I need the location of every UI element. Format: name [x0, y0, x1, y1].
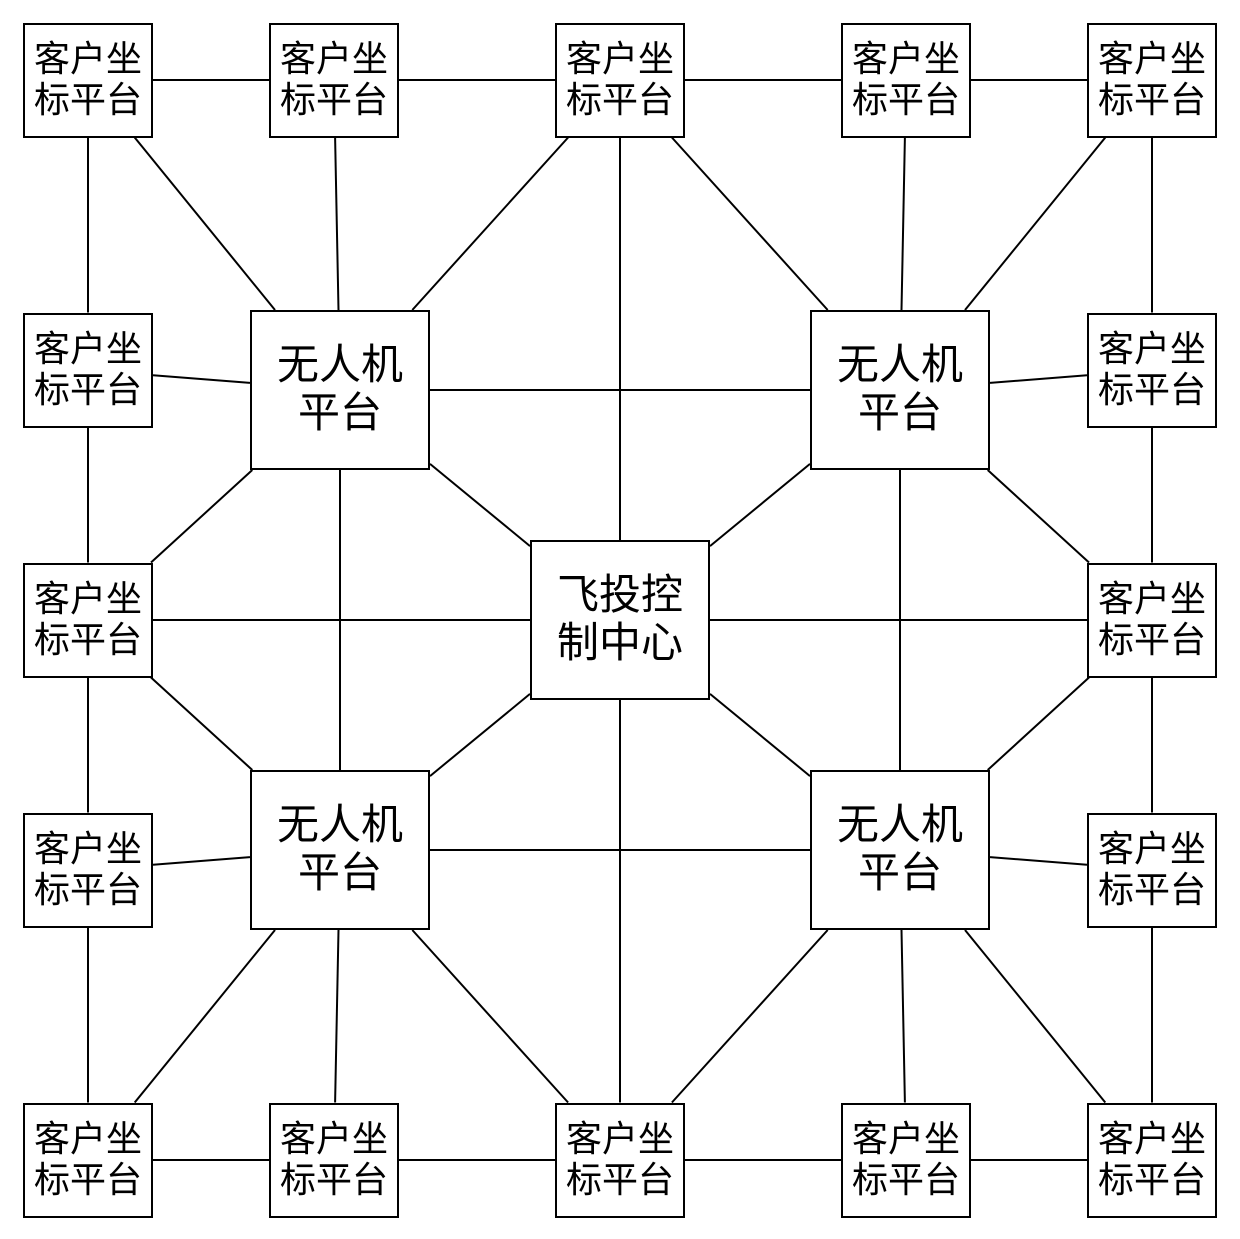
- edge: [902, 138, 905, 311]
- edge: [412, 930, 568, 1103]
- edge: [335, 138, 338, 311]
- drone-platform-node: 无人机 平台: [810, 770, 990, 930]
- node-label: 客户坐 标平台: [34, 829, 142, 912]
- node-label: 无人机 平台: [837, 802, 963, 899]
- edge: [335, 930, 338, 1103]
- edge: [965, 930, 1105, 1103]
- node-label: 客户坐 标平台: [852, 1119, 960, 1202]
- edge: [672, 138, 828, 311]
- node-label: 客户坐 标平台: [34, 579, 142, 662]
- edge: [153, 857, 250, 865]
- node-label: 客户坐 标平台: [34, 1119, 142, 1202]
- edge: [430, 464, 530, 546]
- node-label: 客户坐 标平台: [280, 1119, 388, 1202]
- drone-platform-node: 无人机 平台: [250, 310, 430, 470]
- client-coord-node: 客户坐 标平台: [1087, 813, 1217, 928]
- edge: [988, 678, 1089, 771]
- node-label: 客户坐 标平台: [1098, 39, 1206, 122]
- node-label: 客户坐 标平台: [566, 1119, 674, 1202]
- edge: [135, 930, 275, 1103]
- node-label: 客户坐 标平台: [566, 39, 674, 122]
- edge: [151, 470, 252, 563]
- client-coord-node: 客户坐 标平台: [23, 563, 153, 678]
- node-label: 无人机 平台: [277, 802, 403, 899]
- node-label: 客户坐 标平台: [34, 329, 142, 412]
- client-coord-node: 客户坐 标平台: [1087, 313, 1217, 428]
- node-label: 客户坐 标平台: [1098, 1119, 1206, 1202]
- node-label: 客户坐 标平台: [34, 39, 142, 122]
- edge: [965, 138, 1105, 311]
- client-coord-node: 客户坐 标平台: [841, 1103, 971, 1218]
- client-coord-node: 客户坐 标平台: [269, 1103, 399, 1218]
- edge: [135, 138, 275, 311]
- client-coord-node: 客户坐 标平台: [1087, 23, 1217, 138]
- client-coord-node: 客户坐 标平台: [23, 23, 153, 138]
- client-coord-node: 客户坐 标平台: [23, 813, 153, 928]
- node-label: 客户坐 标平台: [280, 39, 388, 122]
- client-coord-node: 客户坐 标平台: [269, 23, 399, 138]
- client-coord-node: 客户坐 标平台: [555, 23, 685, 138]
- control-center-node: 飞投控 制中心: [530, 540, 710, 700]
- client-coord-node: 客户坐 标平台: [1087, 563, 1217, 678]
- edge: [710, 694, 810, 776]
- edge: [151, 678, 252, 771]
- client-coord-node: 客户坐 标平台: [555, 1103, 685, 1218]
- node-label: 客户坐 标平台: [1098, 579, 1206, 662]
- edge: [672, 930, 828, 1103]
- node-label: 客户坐 标平台: [852, 39, 960, 122]
- edge: [412, 138, 568, 311]
- node-label: 客户坐 标平台: [1098, 829, 1206, 912]
- drone-platform-node: 无人机 平台: [810, 310, 990, 470]
- edge: [988, 470, 1089, 563]
- client-coord-node: 客户坐 标平台: [23, 313, 153, 428]
- drone-platform-node: 无人机 平台: [250, 770, 430, 930]
- edge: [153, 375, 250, 383]
- edge: [430, 694, 530, 776]
- node-label: 客户坐 标平台: [1098, 329, 1206, 412]
- node-label: 飞投控 制中心: [557, 572, 683, 669]
- edge: [990, 857, 1087, 865]
- node-label: 无人机 平台: [277, 342, 403, 439]
- edge: [902, 930, 905, 1103]
- client-coord-node: 客户坐 标平台: [1087, 1103, 1217, 1218]
- edge: [990, 375, 1087, 383]
- node-label: 无人机 平台: [837, 342, 963, 439]
- client-coord-node: 客户坐 标平台: [841, 23, 971, 138]
- edge: [710, 464, 810, 546]
- client-coord-node: 客户坐 标平台: [23, 1103, 153, 1218]
- network-diagram: 飞投控 制中心无人机 平台无人机 平台无人机 平台无人机 平台客户坐 标平台客户…: [0, 0, 1240, 1239]
